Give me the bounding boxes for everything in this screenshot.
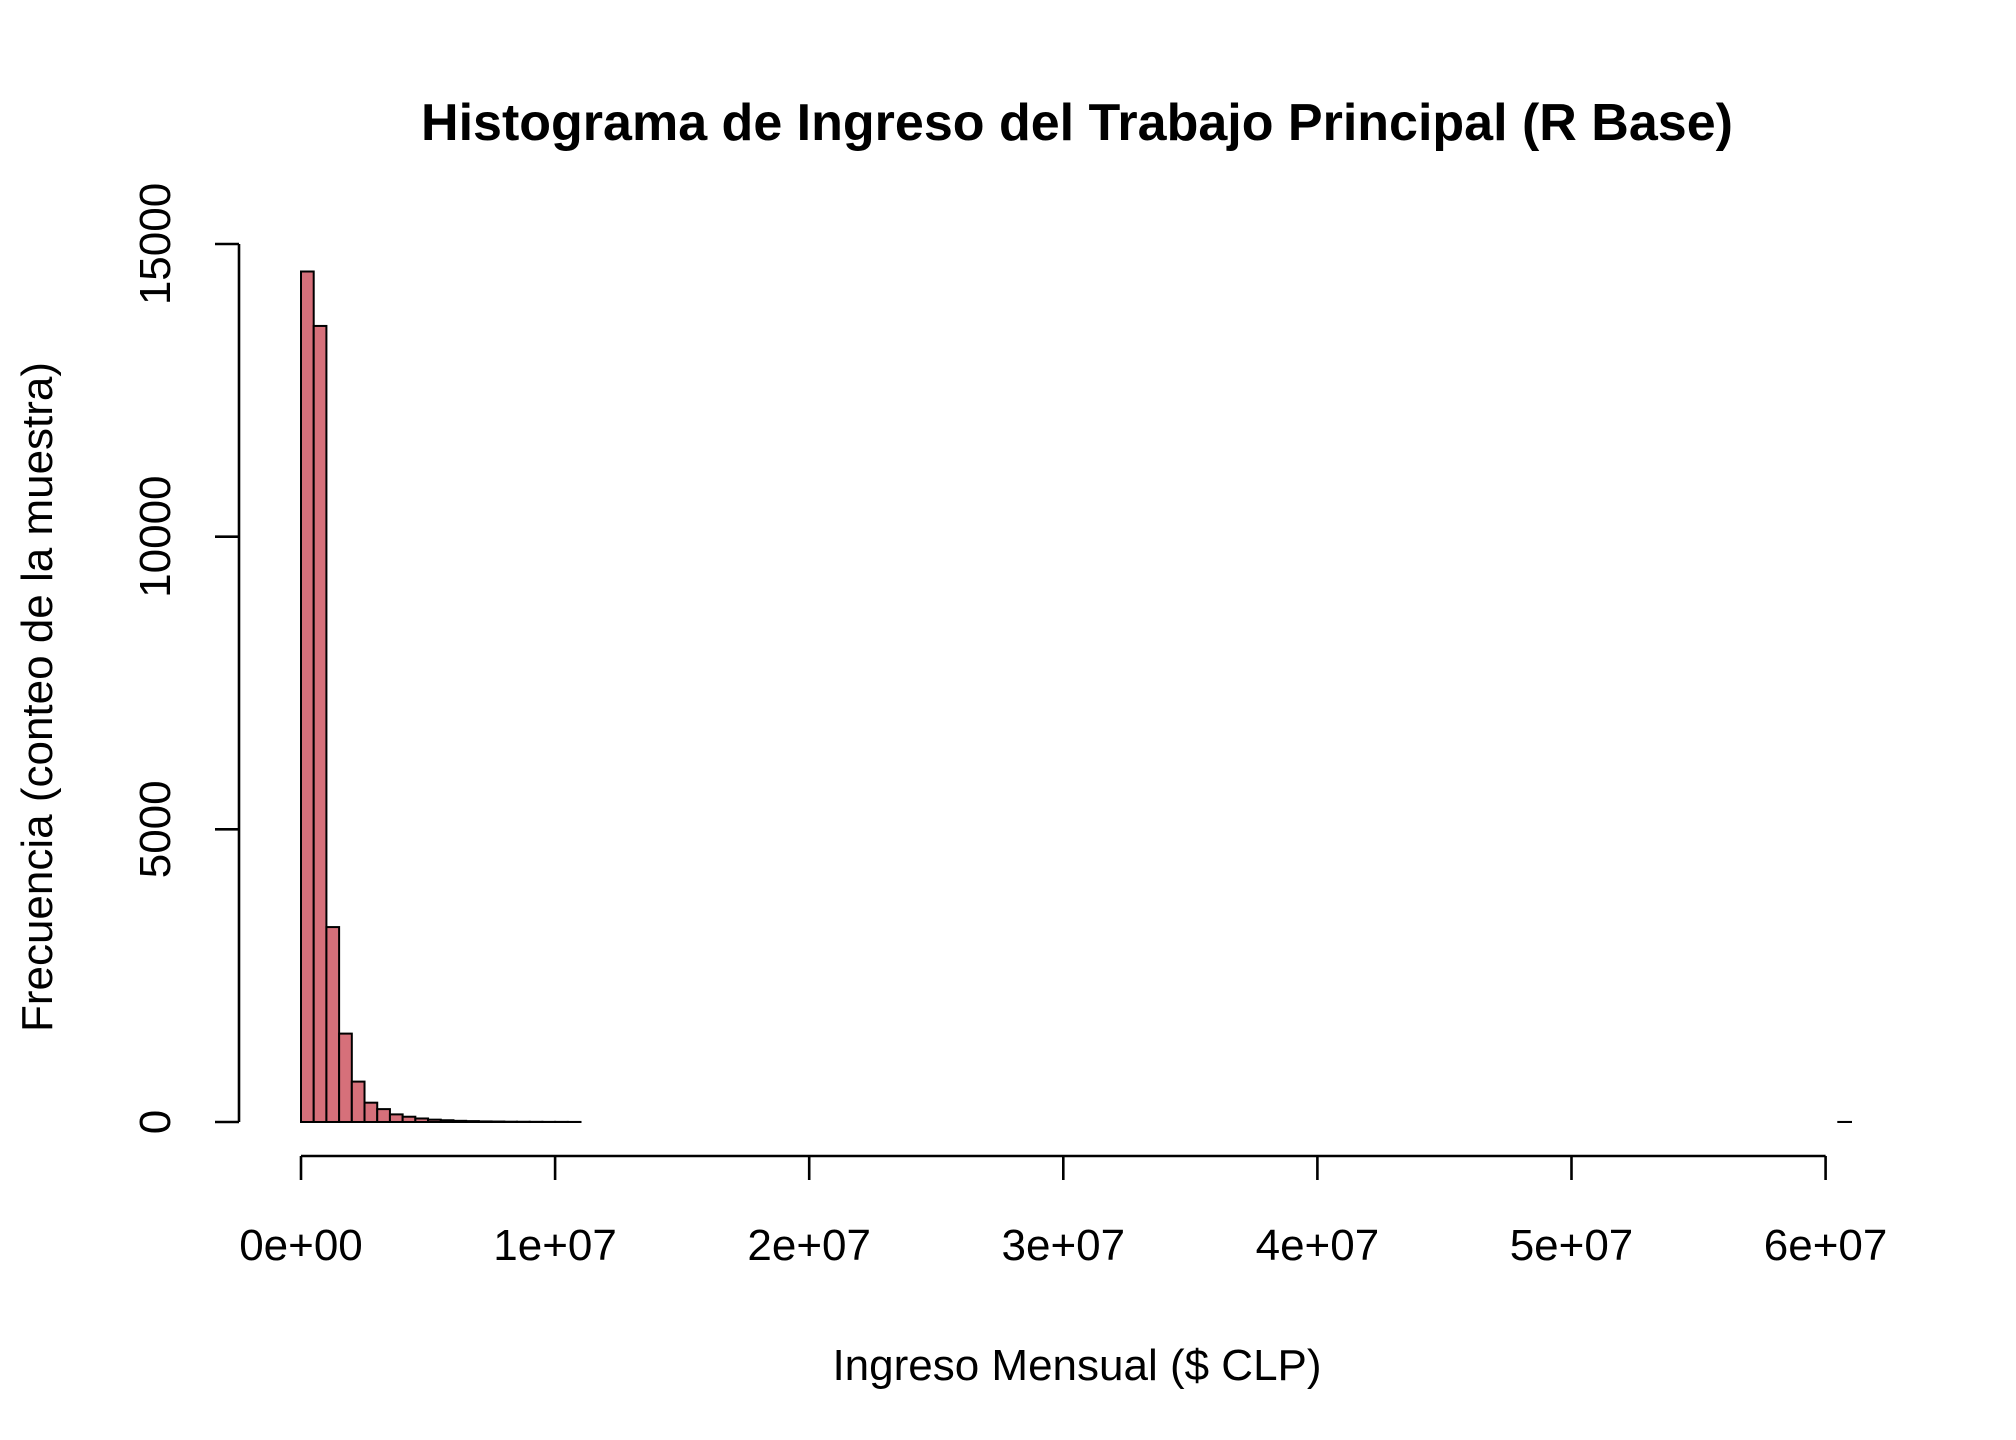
bar (388, 1113, 404, 1123)
bar (312, 324, 328, 1123)
bar (427, 1118, 442, 1123)
x-tick-label: 3e+07 (1002, 1221, 1126, 1270)
bar (477, 1120, 493, 1123)
x-tick-label: 5e+07 (1510, 1221, 1634, 1270)
chart-title: Histograma de Ingreso del Trabajo Princi… (421, 94, 1733, 152)
y-tick-label: 15000 (131, 183, 180, 305)
bar (401, 1115, 417, 1123)
y-axis-label: Frecuencia (conteo de la muestra) (13, 362, 62, 1032)
x-tick-label: 1e+07 (493, 1221, 617, 1270)
bar (350, 1080, 366, 1123)
bar (465, 1120, 480, 1123)
bar (414, 1117, 430, 1123)
x-tick-label: 2e+07 (747, 1221, 871, 1270)
y-tick-label: 10000 (131, 475, 180, 597)
bar (439, 1119, 455, 1123)
y-tick-label: 5000 (131, 780, 180, 878)
bar (325, 926, 341, 1123)
x-axis-label: Ingreso Mensual ($ CLP) (832, 1341, 1321, 1390)
bar (300, 270, 315, 1123)
bar (452, 1119, 468, 1123)
x-tick-label: 4e+07 (1256, 1221, 1380, 1270)
bar (338, 1032, 353, 1123)
x-tick-label: 6e+07 (1764, 1221, 1888, 1270)
y-tick-label: 0 (131, 1110, 180, 1134)
x-tick-label: 0e+00 (239, 1221, 363, 1270)
bar (363, 1101, 379, 1123)
bar (376, 1108, 391, 1123)
